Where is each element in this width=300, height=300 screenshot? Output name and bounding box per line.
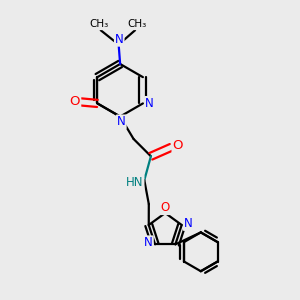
Text: N: N — [184, 217, 193, 230]
Text: O: O — [160, 201, 170, 214]
Text: N: N — [117, 116, 126, 128]
Text: HN: HN — [126, 176, 143, 189]
Text: N: N — [115, 33, 124, 46]
Text: CH₃: CH₃ — [90, 19, 109, 29]
Text: N: N — [144, 236, 153, 249]
Text: O: O — [70, 95, 80, 108]
Text: CH₃: CH₃ — [128, 19, 147, 29]
Text: O: O — [172, 139, 183, 152]
Text: N: N — [145, 97, 154, 110]
